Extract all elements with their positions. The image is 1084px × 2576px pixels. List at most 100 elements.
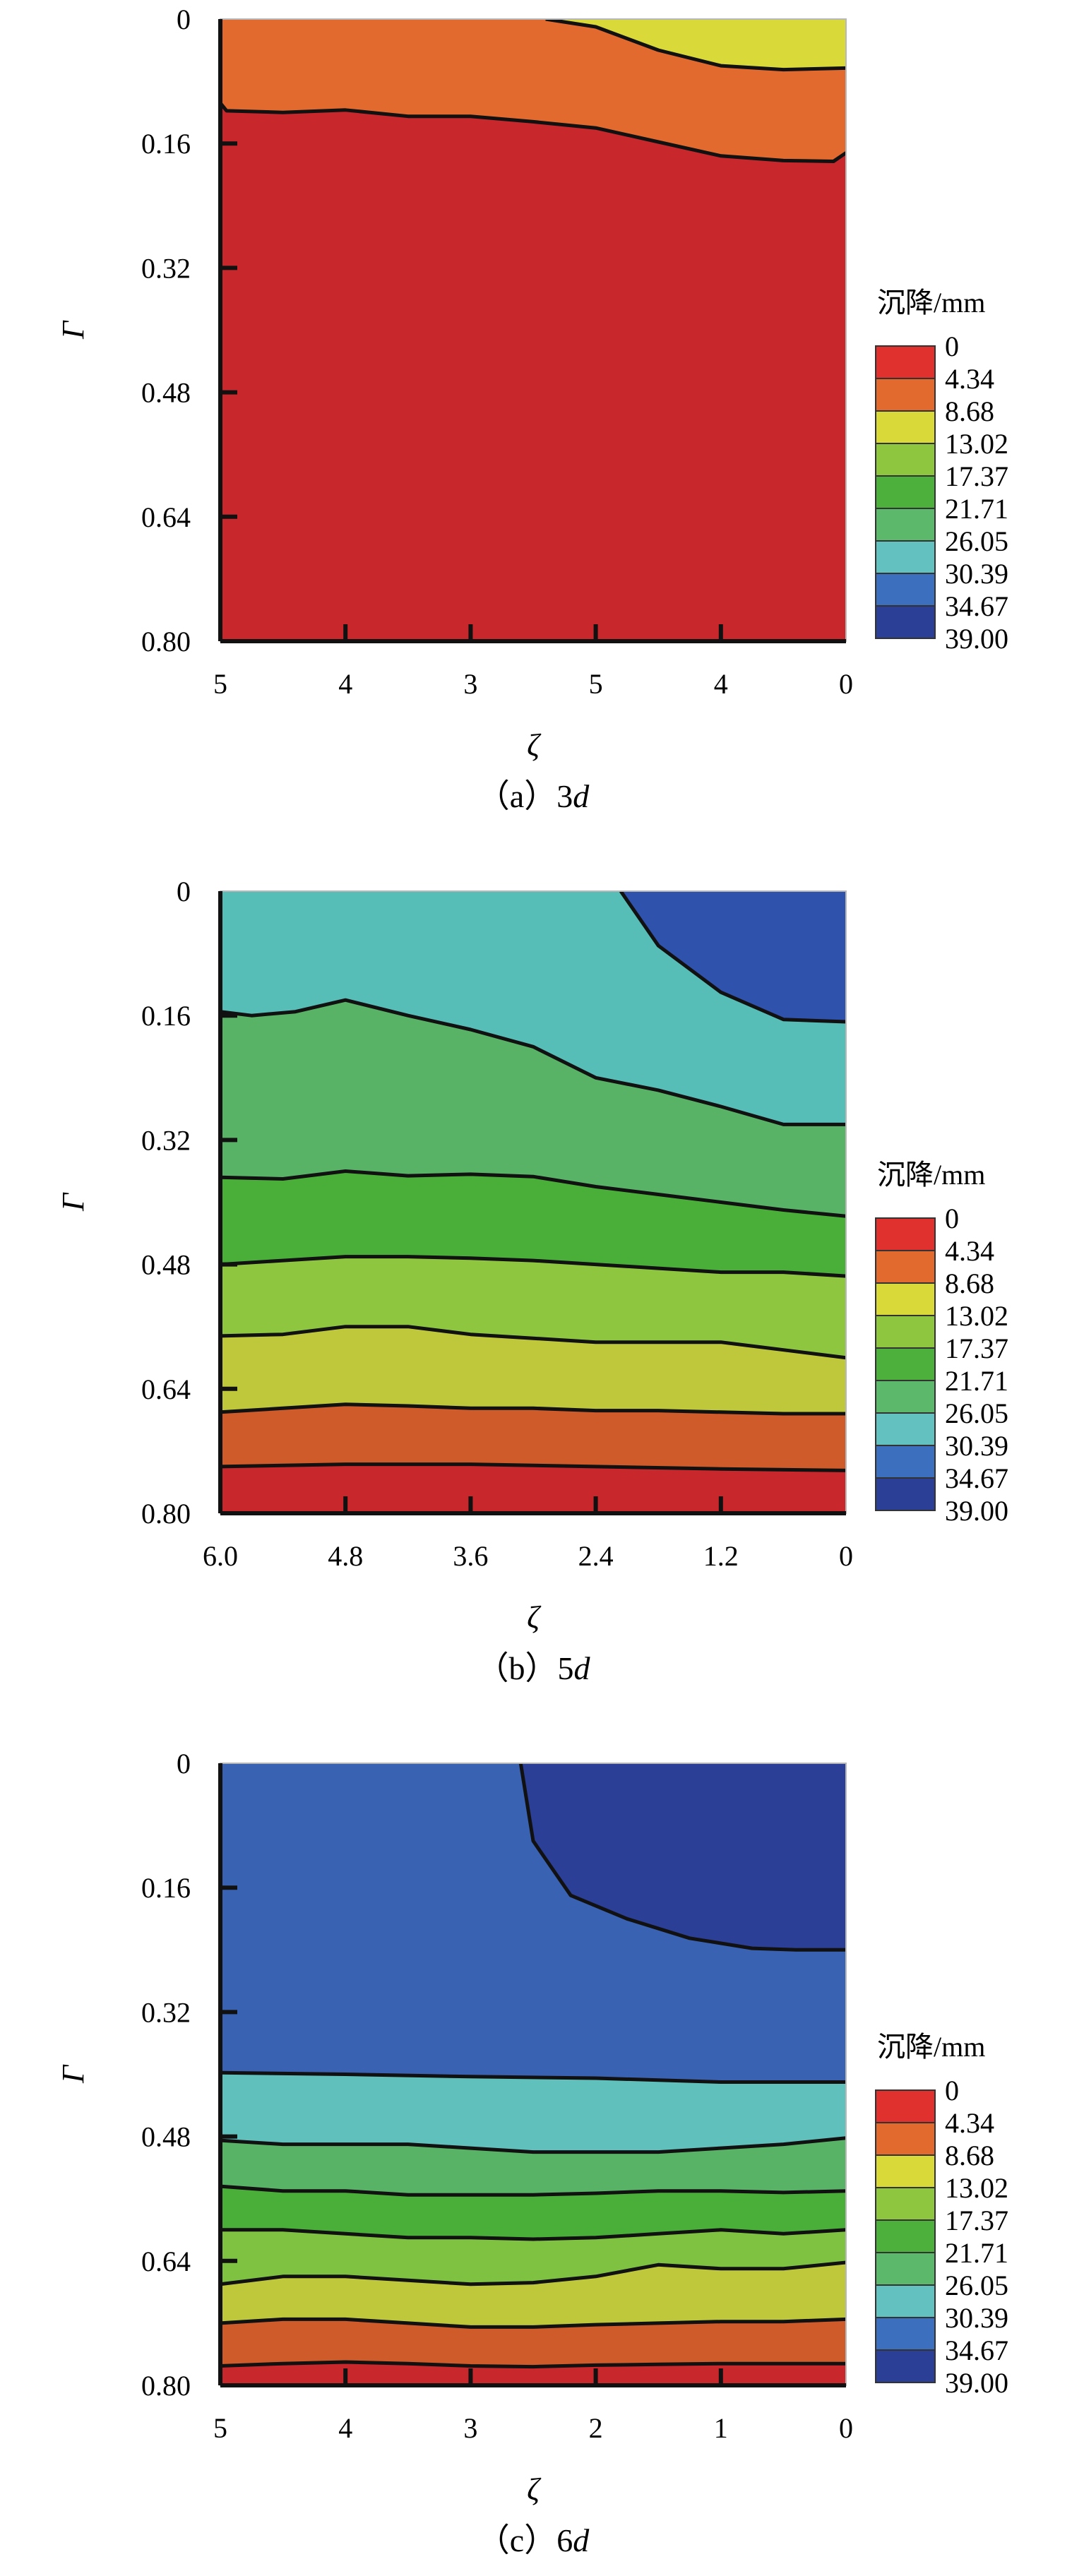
legend-label: 39.00 xyxy=(945,2367,1008,2399)
legend-label: 21.71 xyxy=(945,1365,1008,1397)
legend-swatch xyxy=(875,2154,936,2188)
y-tick-label: 0 xyxy=(177,876,191,907)
y-tick-label: 0.64 xyxy=(141,501,191,533)
contour-line-6 xyxy=(220,2260,846,2286)
chart-panel-2: 0 0.16 0.32 0.48 0.64 0.80 6.0 4.8 3.6 2.4 1.2 0 ζ Γ （… xyxy=(56,876,853,1686)
chart-panel-1: 0 0.16 0.32 0.48 0.64 0.80 5 4 3 5 4 0 ζ Γ （a）3d xyxy=(56,4,853,814)
legend-swatch xyxy=(875,2317,936,2351)
contour-line-1 xyxy=(518,1763,846,1952)
y-tick-label: 0.32 xyxy=(141,252,191,284)
legend-swatch xyxy=(875,2187,936,2221)
y-tick-label: 0 xyxy=(177,4,191,35)
contour-line-4 xyxy=(220,2184,846,2197)
legend-label: 8.68 xyxy=(945,2140,994,2171)
x-tick-label: 2.4 xyxy=(578,1540,614,1572)
legend-label: 17.37 xyxy=(945,460,1008,492)
contour-line-2 xyxy=(220,998,846,1126)
legend-swatch xyxy=(875,2122,936,2156)
legend-label: 17.37 xyxy=(945,2205,1008,2236)
legend-label: 0 xyxy=(945,2075,959,2106)
x-tick-label: 1.2 xyxy=(703,1540,739,1572)
x-tick-label: 3 xyxy=(463,668,477,700)
legend-label: 26.05 xyxy=(945,525,1008,557)
legend-swatch xyxy=(875,410,936,444)
y-tick-label: 0.64 xyxy=(141,1373,191,1405)
y-tick-label: 0.16 xyxy=(141,1000,191,1032)
legend-label: 8.68 xyxy=(945,395,994,427)
legend-label: 21.71 xyxy=(945,2237,1008,2269)
contour-line-5 xyxy=(220,2228,846,2241)
panel-caption: （b）5d xyxy=(477,1650,591,1686)
legend-swatch xyxy=(875,475,936,509)
y-axis-title: Γ xyxy=(56,320,90,340)
y-axis-title: Γ xyxy=(56,1192,90,1212)
legend-swatch xyxy=(875,2089,936,2123)
x-axis-title: ζ xyxy=(527,2472,542,2507)
band-region-8 xyxy=(220,1464,846,1513)
legend-swatch xyxy=(875,540,936,574)
y-tick-label: 0.80 xyxy=(141,1498,191,1530)
y-tick-label: 0.80 xyxy=(141,2370,191,2402)
legend-label: 13.02 xyxy=(945,2172,1008,2204)
chart-panel-3: 0 0.16 0.32 0.48 0.64 0.80 5 4 3 2 1 0 ζ Γ （c）6d xyxy=(56,1748,853,2558)
x-tick-label: 5 xyxy=(213,668,227,700)
panel-caption: （a）3d xyxy=(477,778,590,814)
legend-label: 8.68 xyxy=(945,1268,994,1299)
x-tick-label: 4 xyxy=(338,2412,352,2444)
x-tick-label: 0 xyxy=(839,668,853,700)
contour-line-2 xyxy=(220,102,846,163)
contour-line-6 xyxy=(220,1402,846,1416)
x-tick-label: 6.0 xyxy=(203,1540,238,1572)
y-tick-label: 0.80 xyxy=(141,626,191,657)
y-axis-title: Γ xyxy=(56,2064,90,2084)
legend-swatch xyxy=(875,1282,936,1316)
legend-swatch xyxy=(875,1477,936,1511)
legend-swatch xyxy=(875,2219,936,2253)
x-axis-title: ζ xyxy=(527,1600,542,1635)
x-tick-label: 4 xyxy=(714,668,728,700)
contour-line-3 xyxy=(220,2136,846,2154)
legend-label: 4.34 xyxy=(945,1235,994,1267)
colorbar-legend-2: 沉降/mm04.348.6813.0217.3721.7126.0530.393… xyxy=(875,1159,1008,1527)
x-tick-label: 5 xyxy=(589,668,603,700)
legend-swatch xyxy=(875,1315,936,1349)
contour-line-7 xyxy=(220,2317,846,2329)
legend-swatch xyxy=(875,378,936,412)
contour-line-3 xyxy=(220,1169,846,1218)
legend-label: 17.37 xyxy=(945,1332,1008,1364)
contour-line-1 xyxy=(545,19,846,72)
legend-label: 34.67 xyxy=(945,590,1008,622)
legend-label: 4.34 xyxy=(945,363,994,395)
legend-swatch xyxy=(875,573,936,607)
legend-swatch xyxy=(875,1217,936,1251)
y-tick-label: 0.16 xyxy=(141,1872,191,1904)
legend-title: 沉降/mm xyxy=(877,2031,985,2063)
y-tick-label: 0.48 xyxy=(141,377,191,409)
band-fills xyxy=(220,19,846,641)
x-tick-label: 0 xyxy=(839,1540,853,1572)
caption-variable: d xyxy=(573,2522,590,2558)
x-tick-label: 2 xyxy=(589,2412,603,2444)
x-tick-label: 5 xyxy=(213,2412,227,2444)
contour-line-4 xyxy=(220,1255,846,1278)
x-tick-label: 4.8 xyxy=(328,1540,363,1572)
y-tick-label: 0 xyxy=(177,1748,191,1779)
legend-label: 39.00 xyxy=(945,623,1008,655)
legend-label: 0 xyxy=(945,1203,959,1234)
contour-line-7 xyxy=(220,1462,846,1472)
contour-line-2 xyxy=(220,2070,846,2084)
y-tick-label: 0.48 xyxy=(141,2121,191,2153)
y-tick-label: 0.64 xyxy=(141,2246,191,2277)
legend-label: 30.39 xyxy=(945,558,1008,590)
legend-swatch xyxy=(875,1250,936,1284)
contour-line-8 xyxy=(220,2360,846,2369)
band-fills xyxy=(220,891,846,1513)
y-tick-label: 0.32 xyxy=(141,1996,191,2028)
colorbar-legend-3: 沉降/mm04.348.6813.0217.3721.7126.0530.393… xyxy=(875,2031,1008,2399)
legend-label: 4.34 xyxy=(945,2107,994,2139)
legend-swatch xyxy=(875,2252,936,2286)
caption-prefix: （a）3 xyxy=(477,778,573,814)
x-axis-title: ζ xyxy=(527,728,542,763)
legend-label: 26.05 xyxy=(945,1397,1008,1429)
